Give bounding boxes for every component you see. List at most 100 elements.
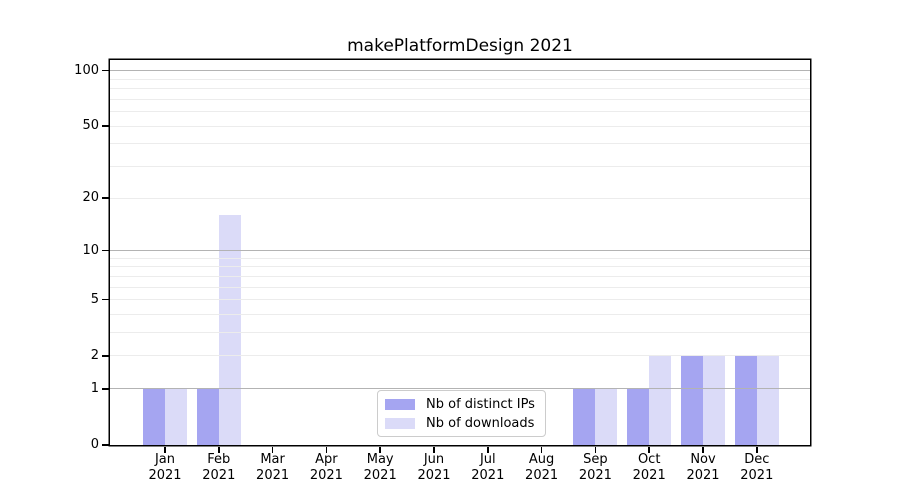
y-tick-mark [101, 197, 109, 199]
plot-area [110, 60, 810, 445]
x-tick-label: Oct 2021 [618, 452, 680, 484]
gridline-minor [110, 286, 810, 288]
x-tick-label-line: 2021 [202, 468, 236, 483]
x-tick-mark [325, 446, 328, 453]
y-tick-mark [101, 388, 109, 390]
y-tick-label: 10 [82, 242, 99, 258]
x-tick-label-line: 2021 [740, 468, 774, 483]
x-tick-mark [271, 446, 274, 453]
x-tick-label-line: 2021 [471, 468, 505, 483]
y-tick-mark [101, 355, 109, 357]
x-tick-label-line: 2021 [309, 468, 343, 483]
bar-distinct-ips [734, 355, 757, 445]
y-tick-mark [101, 125, 109, 127]
y-tick-label: 2 [90, 347, 99, 363]
legend-label: Nb of distinct IPs [426, 396, 535, 412]
gridline-minor [110, 88, 810, 90]
x-tick-mark [433, 446, 435, 453]
bar-downloads [649, 355, 672, 445]
y-tick-label: 1 [90, 380, 99, 396]
legend-item: Nb of distinct IPs [385, 397, 537, 412]
legend: Nb of distinct IPs Nb of downloads [377, 390, 546, 437]
x-tick-mark [756, 446, 758, 453]
gridline-minor [110, 197, 810, 199]
x-tick-label: Mar 2021 [242, 452, 304, 484]
x-tick-label: Jul 2021 [457, 452, 519, 484]
x-tick-label-line: 2021 [686, 468, 720, 483]
x-tick-label-line: 2021 [256, 468, 290, 483]
gridline-minor [110, 266, 810, 268]
gridline-major [110, 388, 810, 390]
x-tick-label-line: Apr [315, 452, 338, 467]
gridline-major [110, 70, 810, 72]
x-tick-label: Nov 2021 [672, 452, 734, 484]
legend-item: Nb of downloads [385, 416, 537, 431]
x-tick-label-line: 2021 [525, 468, 559, 483]
x-tick-label-line: Sep [583, 452, 608, 467]
x-tick-label-line: Aug [528, 452, 555, 467]
y-tick-mark [101, 298, 109, 301]
x-tick-label-line: 2021 [578, 468, 612, 483]
x-tick-mark [702, 446, 704, 453]
x-tick-label-line: Jan [154, 452, 176, 467]
x-tick-mark [164, 446, 166, 453]
gridline-minor [110, 299, 810, 301]
gridline-major [110, 250, 810, 252]
bar-distinct-ips [627, 388, 650, 445]
bar-downloads [756, 355, 779, 445]
gridline-minor [110, 111, 810, 113]
x-tick-label-line: Jun [423, 452, 445, 467]
chart-title: makePlatformDesign 2021 [347, 36, 573, 56]
bar-downloads [595, 388, 618, 445]
x-tick-mark [540, 446, 543, 453]
y-tick-label: 20 [82, 190, 99, 206]
x-tick-label: Dec 2021 [726, 452, 788, 484]
x-tick-label-line: 2021 [417, 468, 451, 483]
x-tick-label-line: Nov [690, 452, 716, 467]
x-tick-label-line: Oct [637, 452, 661, 467]
gridline-minor [110, 257, 810, 259]
x-tick-label-line: 2021 [148, 468, 182, 483]
legend-swatch [385, 417, 415, 429]
gridline-minor [110, 98, 810, 100]
x-tick-label: Feb 2021 [188, 452, 250, 484]
x-tick-mark [487, 446, 489, 453]
x-tick-label-line: 2021 [632, 468, 666, 483]
y-tick-label: 50 [82, 118, 99, 134]
y-tick-mark [101, 444, 109, 446]
y-tick-mark [101, 249, 109, 252]
x-tick-label-line: Dec [744, 452, 770, 467]
x-tick-label-line: May [366, 452, 394, 467]
x-tick-label: Jun 2021 [403, 452, 465, 484]
bar-downloads [165, 388, 187, 445]
gridline-minor [110, 143, 810, 145]
x-tick-label-line: Feb [207, 452, 231, 467]
legend-label: Nb of downloads [426, 415, 535, 431]
x-tick-mark [379, 446, 381, 453]
gridline-minor [110, 332, 810, 334]
bar-distinct-ips [681, 355, 703, 445]
gridline-minor [110, 78, 810, 80]
gridline-minor [110, 275, 810, 277]
x-tick-mark [648, 446, 650, 453]
x-tick-label: Jan 2021 [134, 452, 196, 484]
y-tick-label: 5 [90, 291, 99, 307]
x-tick-label-line: 2021 [363, 468, 397, 483]
y-tick-mark [101, 69, 109, 72]
x-tick-mark [218, 446, 220, 453]
gridline-minor [110, 125, 810, 127]
bar-distinct-ips [143, 388, 165, 445]
gridline-minor [110, 313, 810, 315]
bar-downloads [218, 215, 241, 445]
x-tick-label: May 2021 [349, 452, 411, 484]
x-tick-label: Apr 2021 [295, 452, 357, 484]
legend-swatch [385, 398, 415, 410]
bar-distinct-ips [196, 388, 219, 445]
gridline-minor [110, 166, 810, 167]
bar-downloads [703, 355, 725, 445]
y-tick-label: 0 [90, 437, 99, 452]
x-tick-mark [594, 446, 597, 453]
x-tick-label: Sep 2021 [564, 452, 626, 484]
x-tick-label-line: Jul [479, 452, 496, 467]
